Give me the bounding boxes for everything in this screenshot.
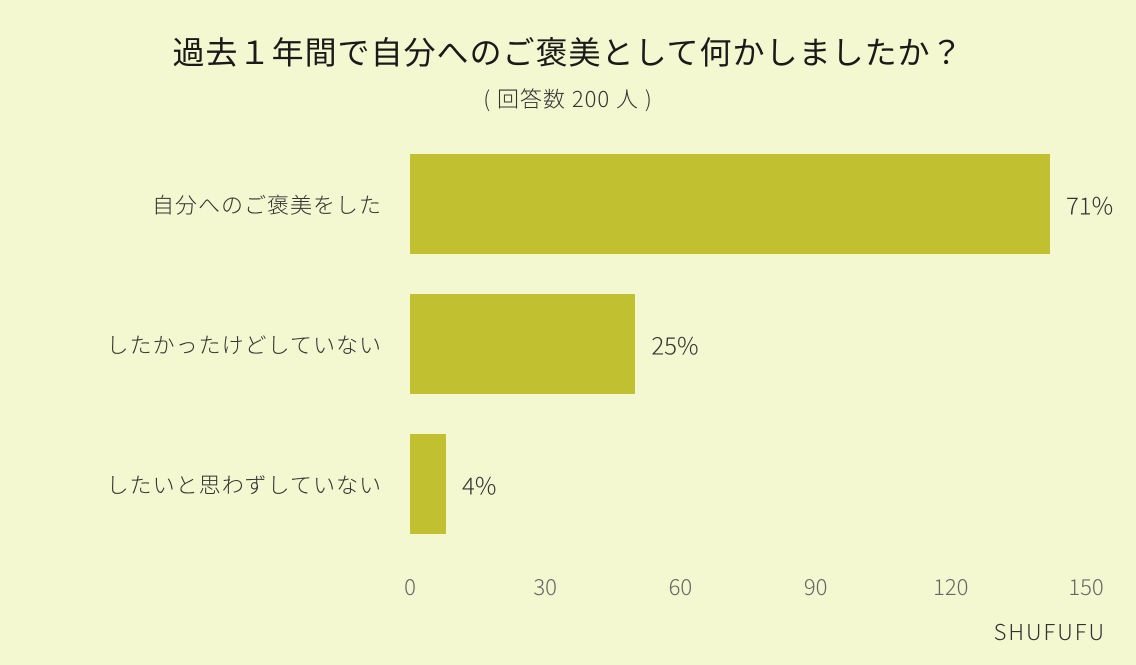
x-tick: 120	[933, 570, 968, 602]
bar-track: 4%	[410, 434, 1086, 534]
bar	[410, 154, 1050, 254]
bar-category-label: したかったけどしていない	[50, 328, 410, 360]
bar-row: したかったけどしていない 25%	[50, 294, 1086, 394]
bar	[410, 434, 446, 534]
chart-subtitle: ( 回答数 200 人 )	[50, 82, 1086, 114]
attribution: SHUFUFU	[994, 615, 1106, 647]
bar-value-label: 25%	[651, 327, 698, 362]
x-tick: 150	[1068, 570, 1103, 602]
bar-value-label: 4%	[462, 467, 496, 502]
plot-area: 自分へのご褒美をした71% したかったけどしていない 25% したいと思わずしていない…	[50, 154, 1086, 594]
chart-title: 過去１年間で自分へのご褒美として何かしましたか？	[50, 28, 1086, 74]
bar-track: 71%	[410, 154, 1086, 254]
bars-group: 自分へのご褒美をした71% したかったけどしていない 25% したいと思わずしていない…	[50, 154, 1086, 594]
bar-row: 自分へのご褒美をした71%	[50, 154, 1086, 254]
bar-track: 25%	[410, 294, 1086, 394]
bar-row: したいと思わずしていない 4%	[50, 434, 1086, 534]
bar	[410, 294, 635, 394]
bar-category-label: 自分へのご褒美をした	[50, 188, 410, 220]
x-tick: 30	[533, 570, 557, 602]
x-tick: 0	[404, 570, 416, 602]
chart-container: 過去１年間で自分へのご褒美として何かしましたか？ ( 回答数 200 人 ) 自…	[0, 0, 1136, 665]
bar-value-label: 71%	[1066, 187, 1113, 222]
x-tick: 60	[669, 570, 693, 602]
x-tick: 90	[804, 570, 828, 602]
x-axis: 0306090120150	[410, 564, 1086, 594]
bar-category-label: したいと思わずしていない	[50, 468, 410, 500]
